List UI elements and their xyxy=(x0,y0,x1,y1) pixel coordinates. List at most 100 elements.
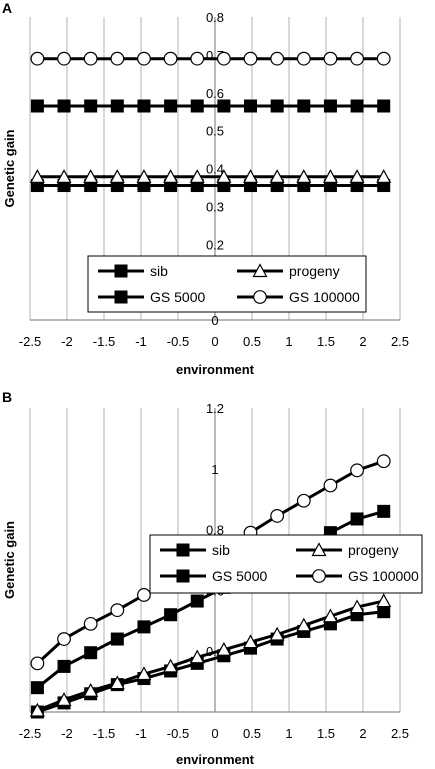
data-point xyxy=(163,658,179,673)
data-point xyxy=(137,99,151,113)
series-gs-5000 xyxy=(30,99,391,113)
data-point xyxy=(163,51,178,66)
y-tick-label: 0.5 xyxy=(206,124,224,139)
data-point xyxy=(57,99,71,113)
data-point xyxy=(323,99,337,113)
legend-marker xyxy=(312,569,326,583)
data-point xyxy=(189,169,205,183)
x-tick-label: 2 xyxy=(359,334,366,349)
legend-label: sib xyxy=(150,263,168,279)
data-point xyxy=(84,99,98,113)
data-point xyxy=(83,51,98,66)
data-point xyxy=(163,169,179,183)
legend-label: sib xyxy=(212,542,230,558)
x-tick-label: 2 xyxy=(359,726,366,741)
legend: sib progeny GS 5000 GS 100000 xyxy=(87,255,367,313)
data-point xyxy=(30,51,45,66)
data-point xyxy=(323,51,338,66)
data-point xyxy=(190,594,204,608)
data-point xyxy=(83,616,98,631)
data-point xyxy=(29,702,45,717)
data-point xyxy=(109,675,125,690)
data-point xyxy=(269,626,285,641)
x-tick-label: 2.5 xyxy=(391,726,409,741)
data-point xyxy=(190,51,205,66)
legend-label: GS 5000 xyxy=(212,568,267,584)
data-point xyxy=(56,692,72,706)
data-point xyxy=(296,51,311,66)
legend-marker xyxy=(176,569,190,583)
data-point xyxy=(216,51,231,66)
y-tick-label: 0.4 xyxy=(206,162,224,177)
legend-marker xyxy=(311,542,327,557)
data-point xyxy=(109,169,125,183)
x-tick-label: -0.5 xyxy=(167,334,189,349)
x-tick-label: 1.5 xyxy=(317,334,335,349)
panel-label: A xyxy=(2,0,12,16)
data-point xyxy=(297,99,311,113)
data-point xyxy=(377,99,391,113)
data-point xyxy=(137,51,151,66)
data-point xyxy=(56,169,72,183)
legend-box xyxy=(87,255,367,313)
legend-label: progeny xyxy=(289,263,340,279)
data-point xyxy=(322,169,338,183)
data-point xyxy=(189,649,205,664)
data-point xyxy=(30,656,45,671)
data-point xyxy=(30,99,44,113)
data-point xyxy=(270,509,285,523)
data-point xyxy=(243,169,259,183)
legend-label: progeny xyxy=(348,542,399,558)
data-point xyxy=(377,504,391,518)
data-point xyxy=(83,169,99,183)
data-point xyxy=(377,605,391,619)
legend-label: GS 5000 xyxy=(150,289,205,305)
data-point xyxy=(136,666,152,681)
x-tick-label: -1.5 xyxy=(93,726,115,741)
data-point xyxy=(57,659,71,673)
data-point xyxy=(30,681,44,695)
data-point xyxy=(376,169,392,183)
series-progeny xyxy=(29,593,392,717)
x-tick-label: -2.5 xyxy=(19,726,41,741)
data-point xyxy=(137,620,151,634)
x-tick-label: -1.5 xyxy=(93,334,115,349)
data-point xyxy=(216,169,232,183)
x-tick-label: 0 xyxy=(211,334,218,349)
legend-marker xyxy=(114,290,128,304)
legend-item: GS 100000 xyxy=(296,568,419,584)
data-point xyxy=(57,632,71,646)
data-point xyxy=(136,169,152,183)
y-axis-title: Genetic gain xyxy=(2,521,17,599)
legend-item: progeny xyxy=(296,542,399,558)
data-point xyxy=(110,632,124,646)
x-tick-label: -2.5 xyxy=(19,334,41,349)
panel-b: B-2.5-2-1.5-1-0.500.511.522.50.40.60.811… xyxy=(2,389,423,767)
x-tick-label: 1 xyxy=(285,726,292,741)
y-tick-label: 1.2 xyxy=(206,401,224,416)
data-point xyxy=(57,51,71,66)
x-tick-label: 0.5 xyxy=(243,334,261,349)
x-tick-label: -2 xyxy=(61,334,73,349)
data-point xyxy=(110,51,125,66)
data-point xyxy=(110,99,124,113)
data-point xyxy=(376,454,391,469)
legend-item: progeny xyxy=(237,263,340,279)
data-point xyxy=(29,169,45,183)
data-point xyxy=(243,51,258,66)
data-point xyxy=(350,51,364,66)
data-point xyxy=(322,608,338,623)
data-point xyxy=(269,169,285,183)
x-tick-label: 1 xyxy=(285,334,292,349)
legend-item: GS 100000 xyxy=(237,289,360,305)
x-tick-label: -1 xyxy=(135,334,147,349)
legend-marker xyxy=(252,263,268,278)
y-tick-label: 0.3 xyxy=(206,199,224,214)
legend-marker xyxy=(114,264,128,278)
legend: sib progeny GS 5000 GS 100000 xyxy=(149,534,423,594)
data-point xyxy=(270,51,285,66)
data-point xyxy=(350,463,364,478)
data-point xyxy=(110,603,125,618)
legend-item: sib xyxy=(160,542,230,558)
